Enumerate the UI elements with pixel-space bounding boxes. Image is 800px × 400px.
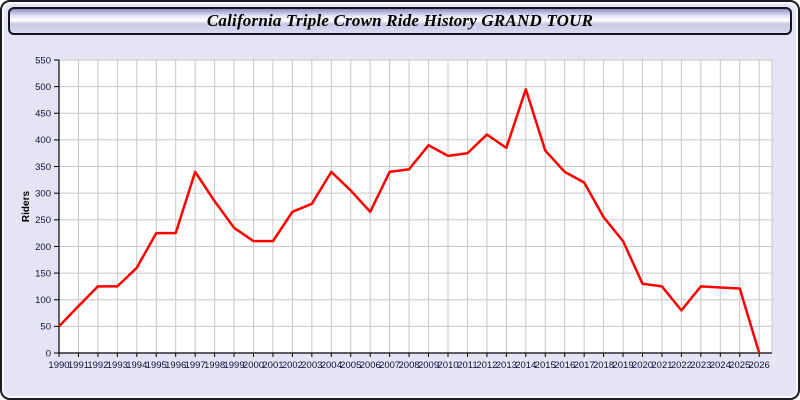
- svg-text:350: 350: [35, 162, 51, 173]
- svg-text:1993: 1993: [107, 360, 128, 371]
- svg-text:300: 300: [35, 188, 51, 199]
- svg-text:1990: 1990: [48, 360, 69, 371]
- svg-text:2007: 2007: [379, 360, 400, 371]
- svg-text:150: 150: [35, 268, 51, 279]
- plot-area: [59, 60, 772, 353]
- svg-text:1995: 1995: [146, 360, 167, 371]
- svg-text:0: 0: [46, 348, 51, 359]
- svg-text:2002: 2002: [282, 360, 303, 371]
- svg-text:2011: 2011: [457, 360, 477, 371]
- svg-text:2006: 2006: [360, 360, 381, 371]
- svg-text:400: 400: [35, 135, 51, 146]
- svg-text:2010: 2010: [437, 360, 458, 371]
- svg-text:2001: 2001: [262, 360, 283, 371]
- svg-text:2015: 2015: [535, 360, 556, 371]
- tick-marks: [54, 59, 760, 357]
- svg-text:200: 200: [35, 242, 51, 253]
- svg-text:2004: 2004: [321, 360, 342, 371]
- x-axis-labels: 1990199119921993199419951996199719981999…: [48, 360, 769, 371]
- svg-text:2019: 2019: [612, 360, 633, 371]
- svg-text:2024: 2024: [710, 360, 731, 371]
- svg-text:450: 450: [35, 109, 51, 120]
- svg-text:1991: 1991: [68, 360, 89, 371]
- svg-text:500: 500: [35, 82, 51, 93]
- y-axis-labels: 0 50 100 150 200 250 300 350 400 450 500 550: [35, 55, 51, 359]
- title-bar: California Triple Crown Ride History GRA…: [8, 7, 792, 35]
- svg-text:2023: 2023: [690, 360, 711, 371]
- svg-text:550: 550: [35, 55, 51, 66]
- svg-text:2020: 2020: [632, 360, 653, 371]
- svg-text:2022: 2022: [671, 360, 692, 371]
- svg-text:2009: 2009: [418, 360, 439, 371]
- svg-text:2017: 2017: [574, 360, 595, 371]
- svg-text:100: 100: [35, 295, 51, 306]
- svg-text:250: 250: [35, 215, 51, 226]
- y-axis-title: Riders: [21, 191, 32, 223]
- svg-text:1998: 1998: [204, 360, 225, 371]
- svg-text:2005: 2005: [340, 360, 361, 371]
- svg-text:2016: 2016: [554, 360, 575, 371]
- svg-text:2014: 2014: [515, 360, 536, 371]
- chart-title: California Triple Crown Ride History GRA…: [206, 11, 594, 30]
- svg-text:2013: 2013: [496, 360, 517, 371]
- svg-text:2008: 2008: [399, 360, 420, 371]
- svg-text:50: 50: [40, 322, 51, 333]
- svg-text:1994: 1994: [126, 360, 147, 371]
- gridlines: [59, 59, 773, 353]
- svg-text:2026: 2026: [749, 360, 770, 371]
- svg-text:1992: 1992: [87, 360, 108, 371]
- svg-text:1997: 1997: [185, 360, 206, 371]
- series-line-riders: [58, 88, 761, 354]
- svg-text:1996: 1996: [165, 360, 186, 371]
- svg-text:2012: 2012: [476, 360, 497, 371]
- svg-text:2000: 2000: [243, 360, 264, 371]
- svg-text:2025: 2025: [729, 360, 750, 371]
- svg-text:1999: 1999: [223, 360, 244, 371]
- svg-text:2003: 2003: [301, 360, 322, 371]
- svg-text:2021: 2021: [651, 360, 672, 371]
- svg-text:2018: 2018: [593, 360, 614, 371]
- axes: [58, 60, 772, 354]
